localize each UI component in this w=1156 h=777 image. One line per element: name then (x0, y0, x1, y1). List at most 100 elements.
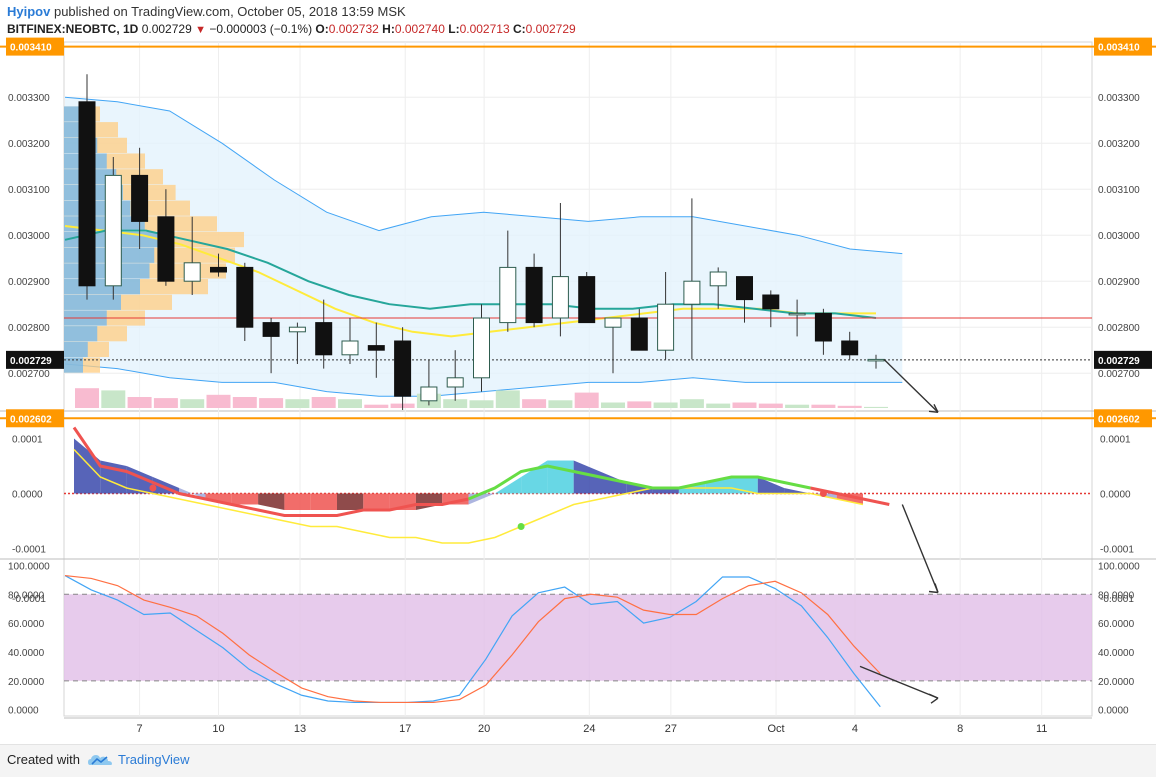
chart-canvas[interactable]: 7 10 13 17 20 24 27 Oct 4 8 11 0.003300 0.003300 0.00… (0, 0, 1156, 744)
arrowhead-icon (928, 583, 939, 594)
volume-profile-bar (64, 326, 98, 342)
last-price-label-left: 0.002729 (10, 356, 52, 367)
stoch-tick-left: 40.0000 (8, 648, 45, 659)
forecast-arrow (883, 358, 939, 413)
moving-average-teal (64, 229, 877, 319)
candle-body (788, 312, 806, 316)
ohlc-legend: BITFINEX:NEOBTC, 1D 0.002729 ▼ −0.000003… (7, 22, 576, 36)
price-tick-left: 0.002900 (8, 277, 50, 288)
forecast-arrow (901, 504, 939, 593)
candle-body (367, 345, 385, 351)
low-value: 0.002713 (459, 22, 510, 36)
level-label-bg (1094, 37, 1152, 56)
footer: Created with TradingView (0, 744, 1156, 777)
last-price-label-right: 0.002729 (1098, 356, 1140, 367)
stochastic-d-line (64, 574, 881, 704)
candle-body (867, 358, 885, 362)
x-tick-label: 10 (212, 723, 224, 735)
volume-bar (311, 397, 336, 408)
publish-text: published on TradingView.com, October 05… (53, 4, 406, 19)
open-value: 0.002732 (328, 22, 379, 36)
candle-body (236, 266, 254, 328)
arrowhead-icon (928, 403, 939, 413)
high-label: H: (382, 22, 395, 36)
stoch-tick-right: 20.0000 (1098, 677, 1135, 688)
volume-bar (574, 392, 599, 408)
low-label: L: (448, 22, 460, 36)
volume-bar (75, 388, 99, 408)
stoch-tick-left: 60.0000 (8, 619, 45, 630)
level-label-bg (6, 37, 64, 56)
volume-bar (758, 403, 783, 408)
macd-histogram-segment (784, 488, 811, 494)
bollinger-upper (64, 96, 903, 255)
macd-line-green (467, 464, 811, 501)
candle-body (709, 271, 727, 287)
author-name[interactable]: Hyipov (7, 4, 51, 19)
price-tick-right: 0.003000 (1098, 231, 1140, 242)
volume-bar (522, 399, 547, 408)
volume-profile-bar (64, 357, 83, 373)
volume-bar (495, 390, 520, 408)
last-price: 0.002729 (141, 22, 192, 36)
candle-body (578, 276, 596, 324)
stoch-tick-right: 0.0000 (1098, 706, 1129, 717)
macd-histogram-segment (757, 477, 785, 494)
volume-bar (338, 399, 362, 408)
candle-body (736, 276, 753, 301)
candle-body (657, 303, 675, 351)
x-tick-label: Oct (767, 723, 784, 735)
level-label-left: 0.003410 (10, 43, 52, 54)
price-tick-right: 0.002800 (1098, 323, 1140, 334)
candle-body (315, 322, 333, 356)
volume-bar (679, 399, 704, 408)
price-tick-right: 0.002900 (1098, 277, 1140, 288)
macd-cross-dot (149, 484, 157, 492)
x-tick-label: 17 (399, 723, 411, 735)
candle-body (262, 322, 280, 337)
chart-header: Hyipov published on TradingView.com, Oct… (0, 0, 1156, 40)
price-tick-left: 0.002700 (8, 369, 50, 380)
volume-profile-bar (64, 279, 140, 295)
candle-body (288, 326, 306, 333)
tradingview-brand[interactable]: TradingView (118, 752, 190, 767)
close-label: C: (512, 22, 526, 36)
volume-bar (443, 399, 468, 408)
candle-body (473, 317, 490, 379)
volume-bar (232, 397, 257, 408)
macd-histogram-segment (573, 460, 600, 494)
candle-body (762, 294, 780, 310)
macd-tick-right: 0.0001 (1100, 435, 1131, 446)
symbol-label: BITFINEX:NEOBTC, 1D (7, 22, 139, 36)
moving-average-yellow (64, 225, 876, 338)
x-tick-label: 27 (665, 723, 677, 735)
macd-histogram-segment (74, 438, 101, 494)
volume-bar (732, 402, 757, 408)
last-price-label-bg (6, 350, 64, 369)
candle-body (341, 340, 359, 356)
publish-info: Hyipov published on TradingView.com, Oct… (7, 4, 406, 19)
volume-bar (837, 405, 862, 408)
bollinger-lower (64, 363, 903, 397)
volume-bar (601, 402, 625, 408)
volume-bar (653, 402, 678, 408)
candle-body (630, 317, 648, 351)
volume-bar (706, 403, 731, 408)
level-label-right: 0.003410 (1098, 43, 1140, 54)
volume-bar (101, 390, 126, 408)
volume-bar (206, 394, 231, 408)
level-label-bg (6, 409, 64, 428)
macd-tick-right: 0.0000 (1100, 490, 1131, 501)
candle-body (499, 266, 517, 324)
level-label-bg (1094, 409, 1152, 428)
volume-bar (364, 404, 389, 408)
macd-cross-dot (517, 523, 525, 530)
volume-profile-bar (64, 294, 121, 310)
volume-bar (127, 397, 152, 408)
volume-bar (180, 399, 205, 408)
price-tick-right: 0.003200 (1098, 139, 1140, 150)
macd-tick-left: -0.0001 (12, 545, 46, 556)
price-tick-right: 0.002700 (1098, 369, 1140, 380)
last-price-label-bg (1094, 350, 1152, 369)
open-label: O: (315, 22, 329, 36)
